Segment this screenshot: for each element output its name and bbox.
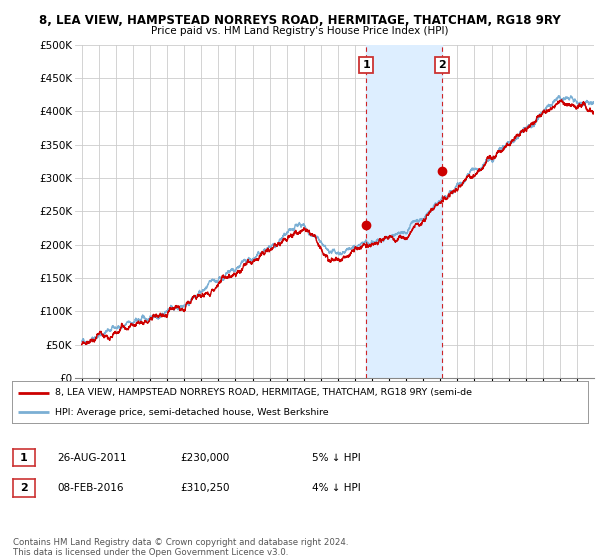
Bar [366, 45, 442, 378]
Text: £230,000: £230,000 [180, 452, 229, 463]
Text: 26-AUG-2011: 26-AUG-2011 [57, 452, 127, 463]
Text: Price paid vs. HM Land Registry's House Price Index (HPI): Price paid vs. HM Land Registry's House … [151, 26, 449, 36]
Text: 8, LEA VIEW, HAMPSTEAD NORREYS ROAD, HERMITAGE, THATCHAM, RG18 9RY (semi-de: 8, LEA VIEW, HAMPSTEAD NORREYS ROAD, HER… [55, 388, 472, 397]
Text: 1: 1 [20, 452, 28, 463]
Text: 5% ↓ HPI: 5% ↓ HPI [312, 452, 361, 463]
Text: 1: 1 [362, 60, 370, 70]
Text: £310,250: £310,250 [180, 483, 229, 493]
Text: Contains HM Land Registry data © Crown copyright and database right 2024.
This d: Contains HM Land Registry data © Crown c… [13, 538, 349, 557]
Text: 8, LEA VIEW, HAMPSTEAD NORREYS ROAD, HERMITAGE, THATCHAM, RG18 9RY: 8, LEA VIEW, HAMPSTEAD NORREYS ROAD, HER… [39, 14, 561, 27]
Text: 08-FEB-2016: 08-FEB-2016 [57, 483, 124, 493]
Text: HPI: Average price, semi-detached house, West Berkshire: HPI: Average price, semi-detached house,… [55, 408, 329, 417]
Text: 2: 2 [438, 60, 446, 70]
Text: 4% ↓ HPI: 4% ↓ HPI [312, 483, 361, 493]
Text: 2: 2 [20, 483, 28, 493]
